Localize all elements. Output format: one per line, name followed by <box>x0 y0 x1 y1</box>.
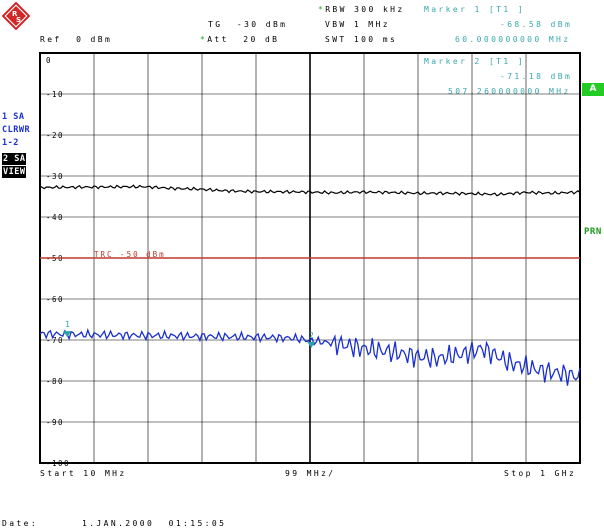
marker2-freq: 507.260000000 MHz <box>448 87 571 96</box>
span-per-division: 99 MHz/ <box>285 469 336 478</box>
rs-logo-icon: R S <box>2 2 30 30</box>
trace-line-2 <box>39 184 581 197</box>
trace1-label-sa: 1 SA <box>2 112 25 122</box>
ref-level-readout: Ref 0 dBm <box>40 35 113 44</box>
swt-readout: SWT 100 ms <box>325 35 398 44</box>
stop-frequency: Stop 1 GHz <box>504 469 577 478</box>
svg-text:S: S <box>16 16 21 24</box>
marker-1-label: 1 <box>65 320 70 329</box>
marker-1-icon <box>63 331 72 338</box>
y-tick-label: -60 <box>46 295 64 304</box>
y-tick-label: -90 <box>46 418 64 427</box>
trace1-label-mode: CLRWR <box>2 125 31 135</box>
rbw-readout: *RBW 300 kHz <box>318 5 405 14</box>
y-tick-label: -70 <box>46 336 64 345</box>
date-value: 1.JAN.2000 01:15:05 <box>82 519 227 528</box>
y-tick-label: -10 <box>46 90 64 99</box>
date-label: Date: <box>2 519 39 528</box>
y-tick-label: 0 <box>46 56 52 65</box>
y-tick-label: -80 <box>46 377 64 386</box>
prn-label: PRN <box>584 227 602 237</box>
trace2-label-sa: 2 SA <box>2 153 27 165</box>
marker1-level: -68.58 dBm <box>500 20 573 29</box>
start-frequency: Start 10 MHz <box>40 469 127 478</box>
y-tick-label: -30 <box>46 172 64 181</box>
att-readout: *Att 20 dB <box>200 35 280 44</box>
marker2-title: Marker 2 [T1 ] <box>424 57 526 66</box>
y-tick-label: -40 <box>46 213 64 222</box>
tg-readout: TG -30 dBm <box>208 20 288 29</box>
y-tick-label: -100 <box>46 459 70 468</box>
threshold-label: TRC -50 dBm <box>94 250 166 259</box>
marker1-freq: 60.000000000 MHz <box>455 35 571 44</box>
trace-line-1 <box>39 327 581 386</box>
marker-2-icon <box>307 341 316 348</box>
trace1-label-range: 1-2 <box>2 138 19 148</box>
trace2-label-mode: VIEW <box>2 166 27 178</box>
y-tick-label: -20 <box>46 131 64 140</box>
marker2-level: -71.18 dBm <box>500 72 573 81</box>
marker-2-label: 2 <box>309 331 314 340</box>
tag-a-badge: A <box>582 83 604 96</box>
vbw-readout: VBW 1 MHz <box>325 20 390 29</box>
svg-text:R: R <box>12 10 18 18</box>
marker1-title: Marker 1 [T1 ] <box>424 5 526 14</box>
